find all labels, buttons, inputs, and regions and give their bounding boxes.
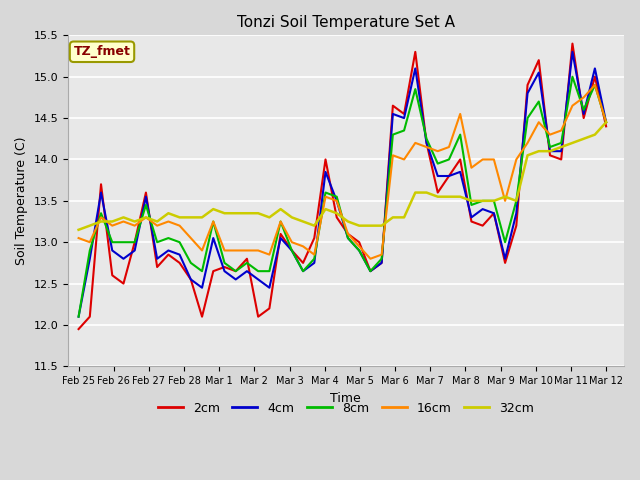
Title: Tonzi Soil Temperature Set A: Tonzi Soil Temperature Set A <box>237 15 455 30</box>
Legend: 2cm, 4cm, 8cm, 16cm, 32cm: 2cm, 4cm, 8cm, 16cm, 32cm <box>153 396 539 420</box>
Text: TZ_fmet: TZ_fmet <box>74 45 131 58</box>
Y-axis label: Soil Temperature (C): Soil Temperature (C) <box>15 137 28 265</box>
X-axis label: Time: Time <box>330 392 361 405</box>
